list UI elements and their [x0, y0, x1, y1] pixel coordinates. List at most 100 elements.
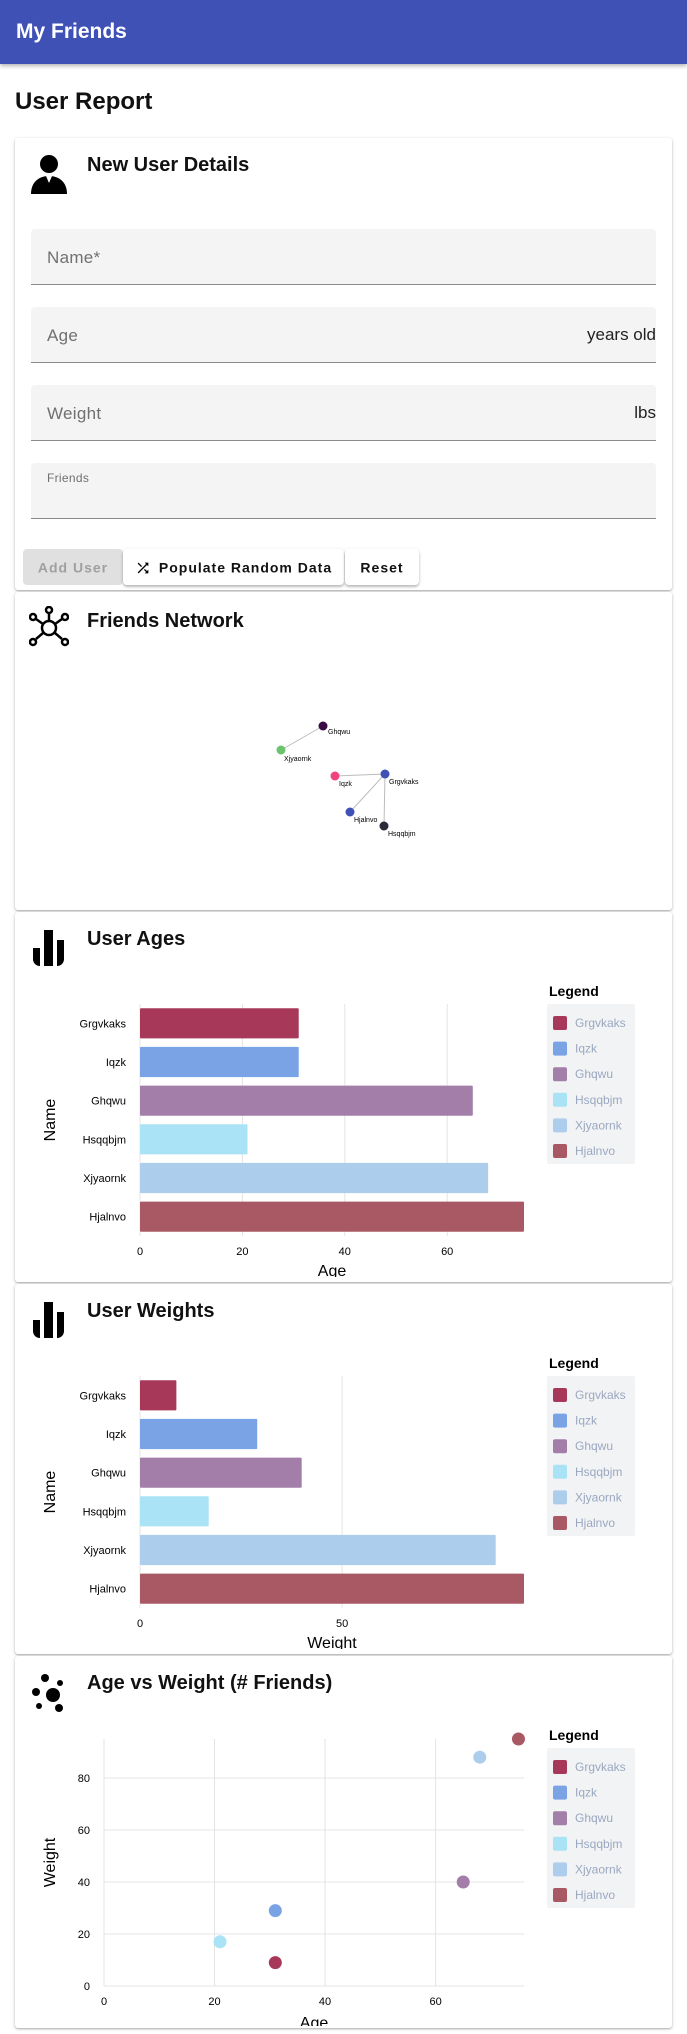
legend-box	[547, 1376, 635, 1536]
network-node-label: Xjyaornk	[284, 756, 312, 763]
legend-swatch	[553, 1464, 567, 1479]
x-tick-label: 20	[236, 1246, 248, 1258]
network-node	[345, 807, 355, 817]
network-link	[280, 725, 324, 751]
card-title: User Ages	[87, 928, 186, 950]
legend-box	[547, 1004, 635, 1164]
friends-label: Friends	[47, 471, 90, 485]
legend-label: Hjalnvo	[575, 1144, 615, 1158]
y-tick-label: Hjalnvo	[89, 1584, 126, 1596]
y-tick-label: Xjyaornk	[83, 1173, 126, 1185]
bar	[140, 1008, 299, 1039]
legend-swatch	[553, 1862, 567, 1877]
legend-title: Legend	[549, 983, 599, 999]
weight-field[interactable]: Weight lbs	[31, 385, 656, 441]
name-field[interactable]: Name*	[31, 229, 656, 285]
friends-network-graph[interactable]: Ghqwu Xjyaornk Iqzk Grgvkaks Hjalnvo Hsqqbjm	[15, 652, 672, 902]
legend-swatch	[553, 1016, 567, 1030]
person-icon	[31, 155, 67, 194]
network-node-label: Iqzk	[339, 781, 352, 788]
age-suffix: years old	[587, 325, 656, 344]
network-link	[349, 773, 386, 813]
bar-chart-icon	[33, 930, 64, 966]
x-tick-label: 40	[319, 1996, 331, 2008]
scatter-point	[456, 1875, 470, 1889]
legend-label: Hsqqbjm	[575, 1837, 622, 1851]
friends-network-card: Friends Network Ghqwu Xjyaornk Iqzk Grgvkak…	[15, 592, 672, 910]
bar	[140, 1534, 496, 1566]
shuffle-icon	[137, 562, 149, 573]
age-vs-weight-card: Age vs Weight (# Friends) 0 20 40 60 0 20 40 60…	[15, 1656, 672, 2028]
legend-swatch	[553, 1516, 567, 1530]
app-bar: My Friends	[0, 0, 687, 64]
app-title: My Friends	[16, 20, 127, 43]
age-field[interactable]: Age years old	[31, 307, 656, 363]
legend-swatch	[553, 1439, 567, 1454]
legend-swatch	[553, 1413, 567, 1428]
bar	[140, 1573, 524, 1604]
legend-label: Hjalnvo	[575, 1888, 615, 1902]
legend-swatch	[553, 1836, 567, 1851]
y-tick-label: 0	[84, 1981, 90, 1993]
bar	[140, 1496, 209, 1527]
card-title: Friends Network	[87, 610, 244, 632]
network-node-label: Hjalnvo	[354, 817, 377, 824]
y-tick-label: Ghqwu	[91, 1096, 126, 1108]
legend-box	[547, 1748, 635, 1908]
card-title: User Weights	[87, 1300, 215, 1322]
weight-suffix: lbs	[634, 403, 656, 422]
network-node	[330, 771, 340, 781]
y-tick-label: Hjalnvo	[89, 1212, 126, 1224]
scatter-icon	[32, 1674, 63, 1712]
x-tick-label: 20	[208, 1996, 220, 2008]
legend-label: Iqzk	[575, 1042, 598, 1056]
x-tick-label: 60	[429, 1996, 441, 2008]
legend-label: Grgvkaks	[575, 1760, 626, 1774]
legend-swatch	[553, 1092, 567, 1107]
x-tick-label: 40	[339, 1246, 351, 1258]
x-axis-title: Age	[318, 1263, 347, 1277]
legend-swatch	[553, 1811, 567, 1826]
x-axis-title: Age	[300, 2015, 329, 2026]
x-tick-label: 0	[137, 1246, 143, 1258]
x-tick-label: 0	[137, 1618, 143, 1630]
legend-swatch	[553, 1490, 567, 1505]
legend-label: Ghqwu	[575, 1067, 613, 1081]
scatter-point	[511, 1732, 525, 1746]
y-tick-label: Xjyaornk	[83, 1545, 126, 1557]
legend-label: Iqzk	[575, 1414, 598, 1428]
y-tick-label: Hsqqbjm	[83, 1506, 126, 1518]
legend-title: Legend	[549, 1355, 599, 1371]
reset-button[interactable]: Reset	[345, 549, 419, 585]
user-ages-card: User Ages 0 20 40 60 Grgvkaks Iqzk Ghqwu Hsqqbj…	[15, 912, 672, 1282]
y-tick-label: Hsqqbjm	[83, 1134, 126, 1146]
legend-swatch	[553, 1760, 567, 1774]
network-node	[379, 821, 389, 831]
add-user-button[interactable]: Add User	[23, 549, 123, 585]
card-title: Age vs Weight (# Friends)	[87, 1672, 333, 1694]
legend-swatch	[553, 1067, 567, 1082]
y-axis-title: Weight	[42, 1837, 59, 1887]
legend-swatch	[553, 1041, 567, 1056]
bar	[140, 1418, 258, 1450]
x-tick-label: 60	[441, 1246, 453, 1258]
legend-swatch	[553, 1144, 567, 1158]
y-tick-label: 20	[78, 1929, 90, 1941]
legend-label: Grgvkaks	[575, 1388, 626, 1402]
legend-swatch	[553, 1388, 567, 1402]
bar	[140, 1046, 299, 1078]
legend-swatch	[553, 1118, 567, 1133]
age-placeholder: Age	[47, 326, 79, 345]
page-title: User Report	[15, 88, 153, 115]
bar	[140, 1085, 473, 1116]
y-tick-label: Iqzk	[106, 1057, 127, 1069]
scatter-point	[213, 1935, 227, 1949]
populate-random-button[interactable]: Populate Random Data	[123, 549, 344, 585]
legend-label: Hjalnvo	[575, 1516, 615, 1530]
network-node	[276, 745, 286, 755]
network-node-label: Ghqwu	[328, 729, 350, 736]
legend-swatch	[553, 1888, 567, 1902]
bar	[140, 1124, 248, 1155]
friends-select[interactable]: Friends	[31, 463, 656, 519]
age-vs-weight-chart: 0 20 40 60 0 20 40 60 80 Age Weight Legend Grgvkaks I…	[42, 1727, 635, 2026]
